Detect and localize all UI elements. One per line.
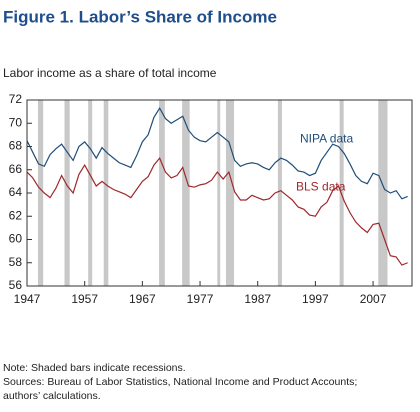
- y-tick-label: 72: [9, 92, 23, 106]
- x-tick-label: 1947: [14, 292, 41, 306]
- x-tick-label: 2007: [360, 292, 387, 306]
- y-tick-label: 56: [9, 278, 23, 292]
- y-tick-label: 62: [9, 208, 23, 222]
- y-tick-label: 66: [9, 162, 23, 176]
- x-tick-label: 1977: [187, 292, 214, 306]
- recession-bar: [88, 100, 93, 286]
- note: authors’ calculations.: [3, 390, 101, 402]
- recession-bar: [103, 100, 109, 286]
- x-tick-label: 1957: [71, 292, 98, 306]
- recession-bar: [182, 100, 190, 286]
- series-line: [26, 106, 408, 200]
- x-tick-label: 1967: [129, 292, 156, 306]
- note: Note: Shaded bars indicate recessions.: [3, 362, 186, 374]
- recession-bar: [37, 100, 44, 286]
- series-label: BLS data: [296, 179, 346, 193]
- recession-bar: [277, 100, 282, 286]
- y-tick-label: 60: [9, 232, 23, 246]
- x-tick-label: 1997: [302, 292, 329, 306]
- plot-frame: [26, 99, 413, 287]
- chart-title: Figure 1. Labor’s Share of Income: [3, 7, 277, 26]
- recession-bar: [225, 100, 235, 286]
- y-tick-label: 70: [9, 115, 23, 129]
- series-label: NIPA data: [300, 132, 353, 146]
- series-line: [26, 156, 408, 266]
- recession-bar: [64, 100, 70, 286]
- recession-bar: [378, 100, 388, 286]
- y-tick-label: 64: [9, 185, 23, 199]
- y-tick-label: 68: [9, 139, 23, 153]
- x-tick-label: 1987: [244, 292, 271, 306]
- recession-bar: [159, 100, 165, 286]
- note: Sources: Bureau of Labor Statistics, Nat…: [3, 376, 357, 388]
- recession-bar: [217, 100, 221, 286]
- y-tick-label: 58: [9, 255, 23, 269]
- chart-subtitle: Labor income as a share of total income: [3, 66, 217, 80]
